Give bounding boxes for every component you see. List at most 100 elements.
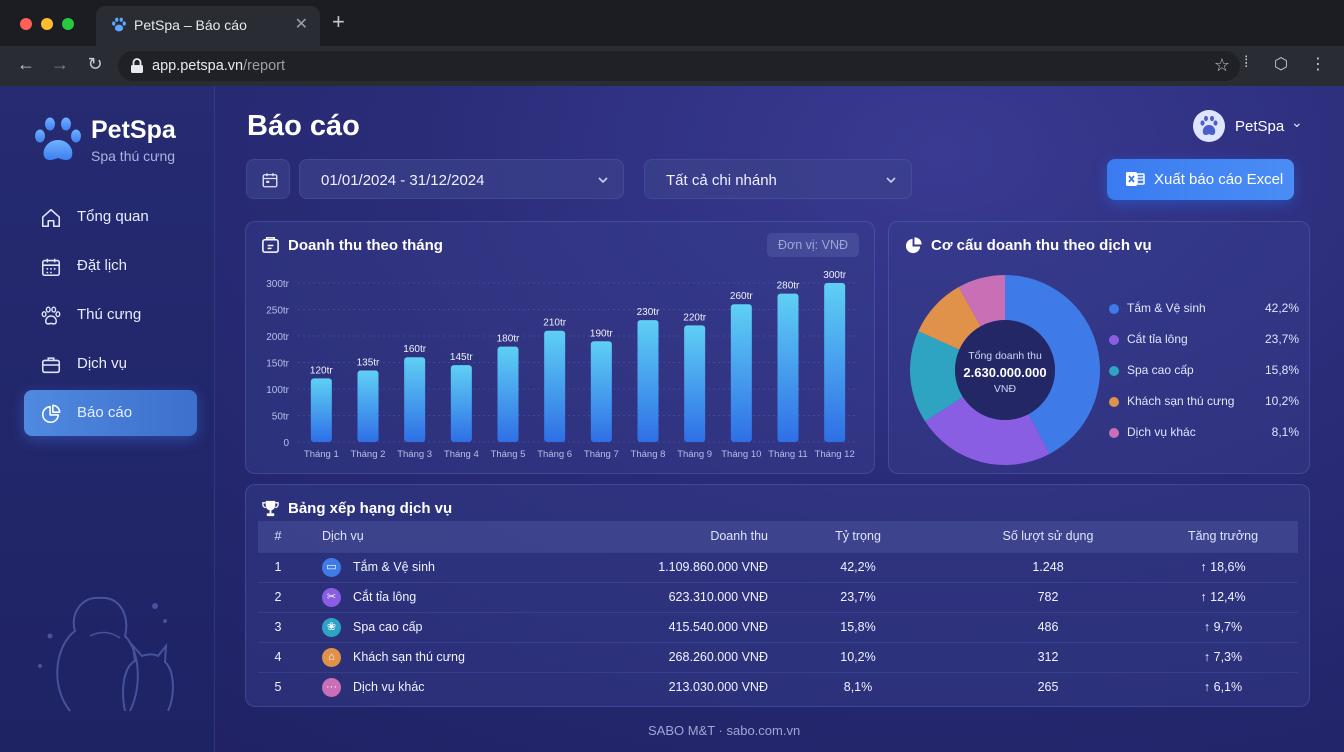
revenue-bar[interactable] (730, 304, 752, 442)
branch-select[interactable]: Tất cả chi nhánh (644, 159, 912, 199)
maximize-window-button[interactable] (62, 18, 74, 30)
y-tick-label: 100tr (266, 385, 289, 396)
revenue-bar[interactable] (590, 341, 612, 442)
calendar-button[interactable] (246, 159, 290, 199)
revenue-bar[interactable] (357, 370, 379, 442)
table-row[interactable]: 1 ▭ Tắm & Vệ sinh 1.109.860.000 VNĐ 42,2% 1.2… (258, 551, 1298, 582)
table-row[interactable]: 4 ⌂ Khách sạn thú cưng 268.260.000 VNĐ 10,2%… (258, 641, 1298, 672)
export-excel-button[interactable]: Xuất báo cáo Excel (1107, 159, 1294, 200)
bar-value-label: 180tr (497, 334, 520, 345)
revenue-bar[interactable] (310, 378, 332, 442)
x-tick-label: Tháng 11 (768, 449, 807, 460)
more-icon: ··· (322, 677, 341, 697)
date-range-select[interactable]: 01/01/2024 - 31/12/2024 (299, 159, 624, 199)
legend-swatch (1109, 428, 1119, 438)
profile-icon[interactable]: ⬡ (1274, 56, 1288, 73)
revenue-bar[interactable] (684, 325, 706, 442)
donut-slice[interactable] (910, 331, 963, 422)
sidebar-item-booking[interactable]: Đặt lịch (24, 243, 197, 289)
donut-slice[interactable] (1005, 275, 1100, 454)
paw-icon (41, 306, 61, 325)
donut-slice[interactable] (925, 397, 1050, 465)
table-row[interactable]: 2 ✂ Cắt tỉa lông 623.310.000 VNĐ 23,7% 782 ↑ 1… (258, 581, 1298, 612)
service-cell: ✂ Cắt tỉa lông (298, 581, 578, 612)
donut-center-unit: VNĐ (994, 383, 1017, 395)
reload-icon[interactable]: ↻ (87, 54, 103, 74)
forward-icon[interactable]: → (51, 54, 69, 74)
share-cell: 10,2% (768, 641, 948, 672)
revenue-bar[interactable] (450, 365, 472, 442)
legend-swatch (1109, 304, 1119, 314)
chevron-down-icon: ⌄ (1291, 114, 1303, 130)
logo-paw-icon (35, 117, 81, 160)
legend-item: Cắt tỉa lông 23,7% (1109, 331, 1299, 347)
rank-cell: 2 (258, 581, 298, 612)
address-bar[interactable]: app.petspa.vn/report ☆ (118, 51, 1240, 81)
uses-cell: 486 (948, 611, 1148, 642)
y-tick-label: 50tr (272, 412, 290, 423)
sidebar-item-label: Báo cáo (77, 404, 133, 421)
menu-icon[interactable]: ⋮ (1310, 56, 1326, 73)
revenue-bar[interactable] (497, 346, 519, 442)
browser-tab[interactable]: PetSpa – Báo cáo ✕ (96, 6, 320, 46)
x-tick-label: Tháng 3 (397, 449, 432, 460)
growth-cell: ↑ 6,1% (1148, 671, 1298, 702)
table-row[interactable]: 3 ❀ Spa cao cấp 415.540.000 VNĐ 15,8% 486 ↑ 9,… (258, 611, 1298, 642)
pie-chart-icon (42, 404, 61, 423)
new-tab-button[interactable]: + (332, 9, 345, 34)
growth-cell: ↑ 18,6% (1148, 551, 1298, 582)
sidebar-item-overview[interactable]: Tổng quan (24, 194, 197, 240)
col-rank: # (258, 521, 298, 552)
bar-value-label: 145tr (450, 352, 473, 363)
sidebar-item-pets[interactable]: Thú cưng (24, 292, 197, 338)
donut-slice[interactable] (958, 275, 1005, 327)
user-name: PetSpa (1235, 118, 1285, 135)
revenue-bar-chart: 0 50tr 100tr 150tr 200tr 250tr 300tr 120tr Tháng… (266, 270, 858, 460)
legend-item: Khách sạn thú cưng 10,2% (1109, 393, 1299, 409)
calendar-icon (262, 173, 278, 188)
date-range-value: 01/01/2024 - 31/12/2024 (321, 172, 485, 189)
revenue-bar[interactable] (544, 330, 566, 442)
close-tab-icon[interactable]: ✕ (294, 16, 308, 33)
browser-chrome: PetSpa – Báo cáo ✕ + ← → ↻ app.petspa.vn… (0, 0, 1344, 86)
minimize-window-button[interactable] (41, 18, 53, 30)
tab-strip: PetSpa – Báo cáo ✕ + (0, 0, 1344, 46)
url-domain: app.petspa.vn (152, 58, 244, 74)
service-donut-chart: Tổng doanh thu 2.630.000.000 VNĐ (910, 275, 1100, 465)
bar-value-label: 220tr (683, 312, 706, 323)
branch-value: Tất cả chi nhánh (666, 172, 777, 189)
avatar (1193, 110, 1225, 142)
extensions-icon[interactable]: ⁞ (1244, 54, 1249, 71)
bar-value-label: 120tr (310, 365, 333, 376)
revenue-bar[interactable] (824, 283, 846, 442)
close-window-button[interactable] (20, 18, 32, 30)
y-tick-label: 300tr (266, 279, 289, 290)
sidebar-item-reports[interactable]: Báo cáo (24, 390, 197, 436)
share-cell: 42,2% (768, 551, 948, 582)
x-tick-label: Tháng 5 (491, 449, 526, 460)
back-icon[interactable]: ← (17, 54, 35, 74)
table-header-row: # Dịch vụ Doanh thu Tỷ trọng Số lượt sử … (258, 521, 1298, 552)
revenue-bar[interactable] (777, 293, 799, 442)
legend-swatch (1109, 366, 1119, 376)
y-tick-label: 0 (283, 438, 289, 449)
bar-value-label: 280tr (777, 281, 800, 292)
footer-credit: SABO M&T · sabo.com.vn (648, 723, 801, 738)
rank-cell: 3 (258, 611, 298, 642)
revenue-bar[interactable] (637, 320, 659, 442)
x-tick-label: Tháng 10 (721, 449, 761, 460)
legend-label: Spa cao cấp (1127, 363, 1194, 377)
donut-slice[interactable] (918, 287, 981, 350)
donut-center-label: Tổng doanh thu (968, 350, 1042, 362)
legend-percent: 42,2% (1264, 301, 1299, 315)
share-cell: 23,7% (768, 581, 948, 612)
bar-value-label: 260tr (730, 291, 753, 302)
pets-illustration (38, 596, 174, 712)
bookmark-star-icon[interactable]: ☆ (1213, 55, 1230, 75)
x-tick-label: Tháng 12 (815, 449, 855, 460)
revenue-cell: 213.030.000 VNĐ (578, 671, 768, 702)
table-row[interactable]: 5 ··· Dịch vụ khác 213.030.000 VNĐ 8,1% 265 ↑ … (258, 671, 1298, 702)
growth-cell: ↑ 9,7% (1148, 611, 1298, 642)
revenue-bar[interactable] (404, 357, 426, 442)
sidebar-item-services[interactable]: Dịch vụ (24, 341, 197, 387)
